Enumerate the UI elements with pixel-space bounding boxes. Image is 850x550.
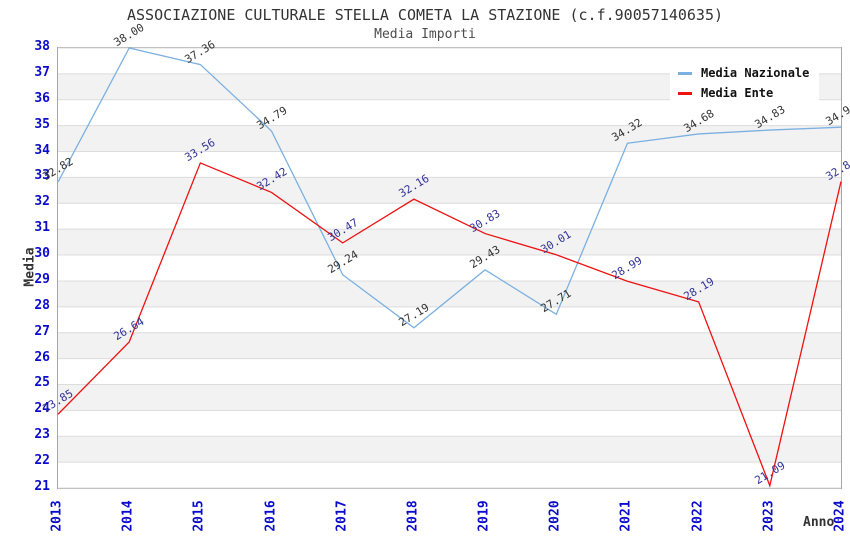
y-tick-label: 21 <box>34 479 50 494</box>
y-tick-label: 36 <box>34 90 50 106</box>
y-tick-label: 25 <box>34 375 50 391</box>
y-tick-label: 35 <box>34 116 50 132</box>
x-tick-label: 2024 <box>832 500 848 532</box>
y-tick-label: 32 <box>34 194 50 210</box>
x-tick-label: 2015 <box>191 500 207 532</box>
x-tick-label: 2018 <box>405 500 421 532</box>
plot-canvas <box>57 47 842 489</box>
y-tick-label: 31 <box>34 220 50 236</box>
y-tick-label: 29 <box>34 271 50 287</box>
legend-label: Media Ente <box>701 86 774 100</box>
legend-item-media-ente: Media Ente <box>678 86 809 100</box>
legend-swatch-media-nazionale <box>678 71 692 75</box>
y-tick-label: 23 <box>34 427 50 443</box>
legend-label: Media Nazionale <box>701 66 810 80</box>
x-tick-label: 2019 <box>476 500 492 532</box>
x-tick-label: 2016 <box>263 500 279 532</box>
y-tick-label: 28 <box>34 297 50 313</box>
y-tick-label: 33 <box>34 168 50 184</box>
plot-area: 32.82 38.00 37.36 34.79 29.24 27.19 29.43 27.71… <box>40 21 850 489</box>
legend: Media Nazionale Media Ente <box>670 61 820 105</box>
y-tick-label: 38 <box>34 39 50 54</box>
y-tick-label: 30 <box>34 246 50 262</box>
x-tick-label: 2020 <box>547 500 563 532</box>
y-tick-label: 27 <box>34 323 50 339</box>
y-tick-label: 37 <box>34 64 50 80</box>
x-tick-label: 2023 <box>761 500 777 532</box>
x-tick-label: 2013 <box>49 500 65 532</box>
legend-item-media-nazionale: Media Nazionale <box>678 66 809 80</box>
chart-title: ASSOCIAZIONE CULTURALE STELLA COMETA LA … <box>126 6 724 24</box>
y-tick-label: 34 <box>34 142 50 158</box>
legend-swatch-media-ente <box>678 91 692 95</box>
chart-subtitle: Media Importi <box>374 27 476 42</box>
y-tick-label: 24 <box>34 401 50 417</box>
point-label: 38.00 <box>111 20 147 50</box>
y-tick-label: 26 <box>34 349 50 365</box>
x-tick-label: 2021 <box>618 500 634 532</box>
x-axis-title: Anno <box>803 515 835 530</box>
x-tick-label: 2022 <box>690 500 706 532</box>
series-line-media-ente <box>57 162 842 488</box>
series-line-media-nazionale <box>57 47 842 329</box>
x-tick-label: 2014 <box>120 500 136 532</box>
y-tick-label: 22 <box>34 453 50 469</box>
x-tick-label: 2017 <box>334 500 350 532</box>
